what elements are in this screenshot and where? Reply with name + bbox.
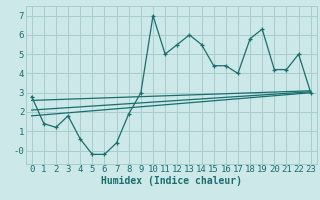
X-axis label: Humidex (Indice chaleur): Humidex (Indice chaleur) <box>101 176 242 186</box>
